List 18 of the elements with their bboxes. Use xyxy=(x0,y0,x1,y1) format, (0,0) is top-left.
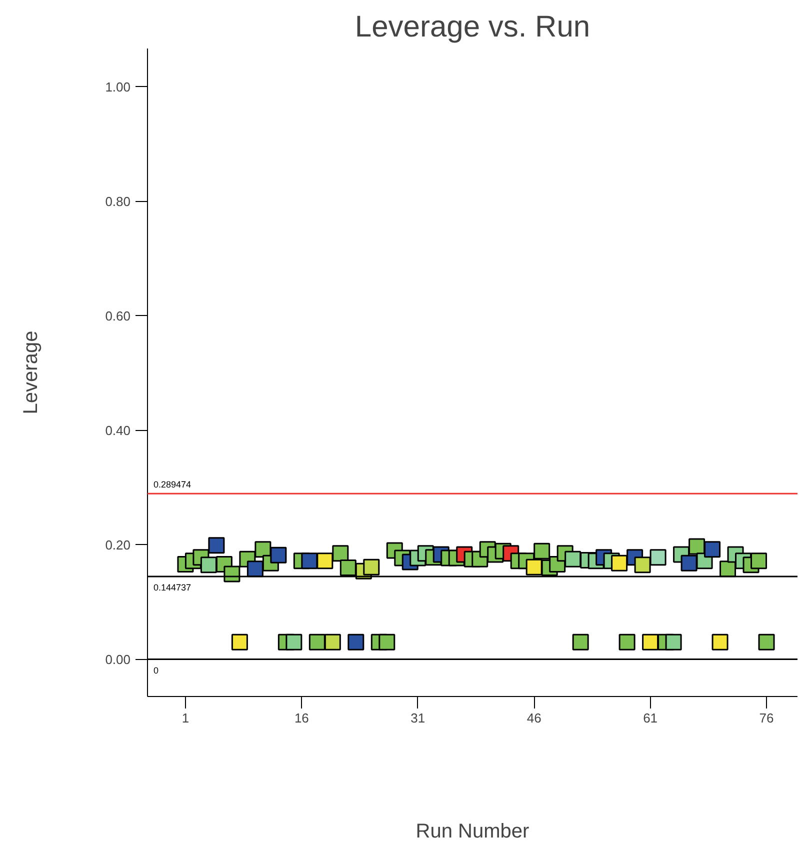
x-tick-label: 1 xyxy=(182,710,190,726)
y-tick-label: 0.40 xyxy=(105,422,131,438)
ref-line-label: 0.144737 xyxy=(154,582,192,592)
chart-title: Leverage vs. Run xyxy=(354,10,590,44)
x-tick-label: 16 xyxy=(294,710,309,726)
x-tick-label: 31 xyxy=(410,710,426,726)
x-tick-label: 76 xyxy=(759,710,774,726)
y-tick-label: 0.60 xyxy=(105,308,131,324)
x-tick-label: 61 xyxy=(643,710,658,726)
ref-line-label: 0 xyxy=(154,665,159,676)
y-tick-label: 0.00 xyxy=(105,652,131,667)
y-axis-title: Leverage xyxy=(20,330,42,414)
y-tick-label: 0.80 xyxy=(105,194,131,209)
y-tick-label: 1.00 xyxy=(105,79,131,94)
y-tick-label: 0.20 xyxy=(105,537,131,552)
ref-line-label: 0.289474 xyxy=(154,480,192,490)
x-tick-label: 46 xyxy=(526,710,542,726)
x-axis-title: Run Number xyxy=(416,820,530,842)
